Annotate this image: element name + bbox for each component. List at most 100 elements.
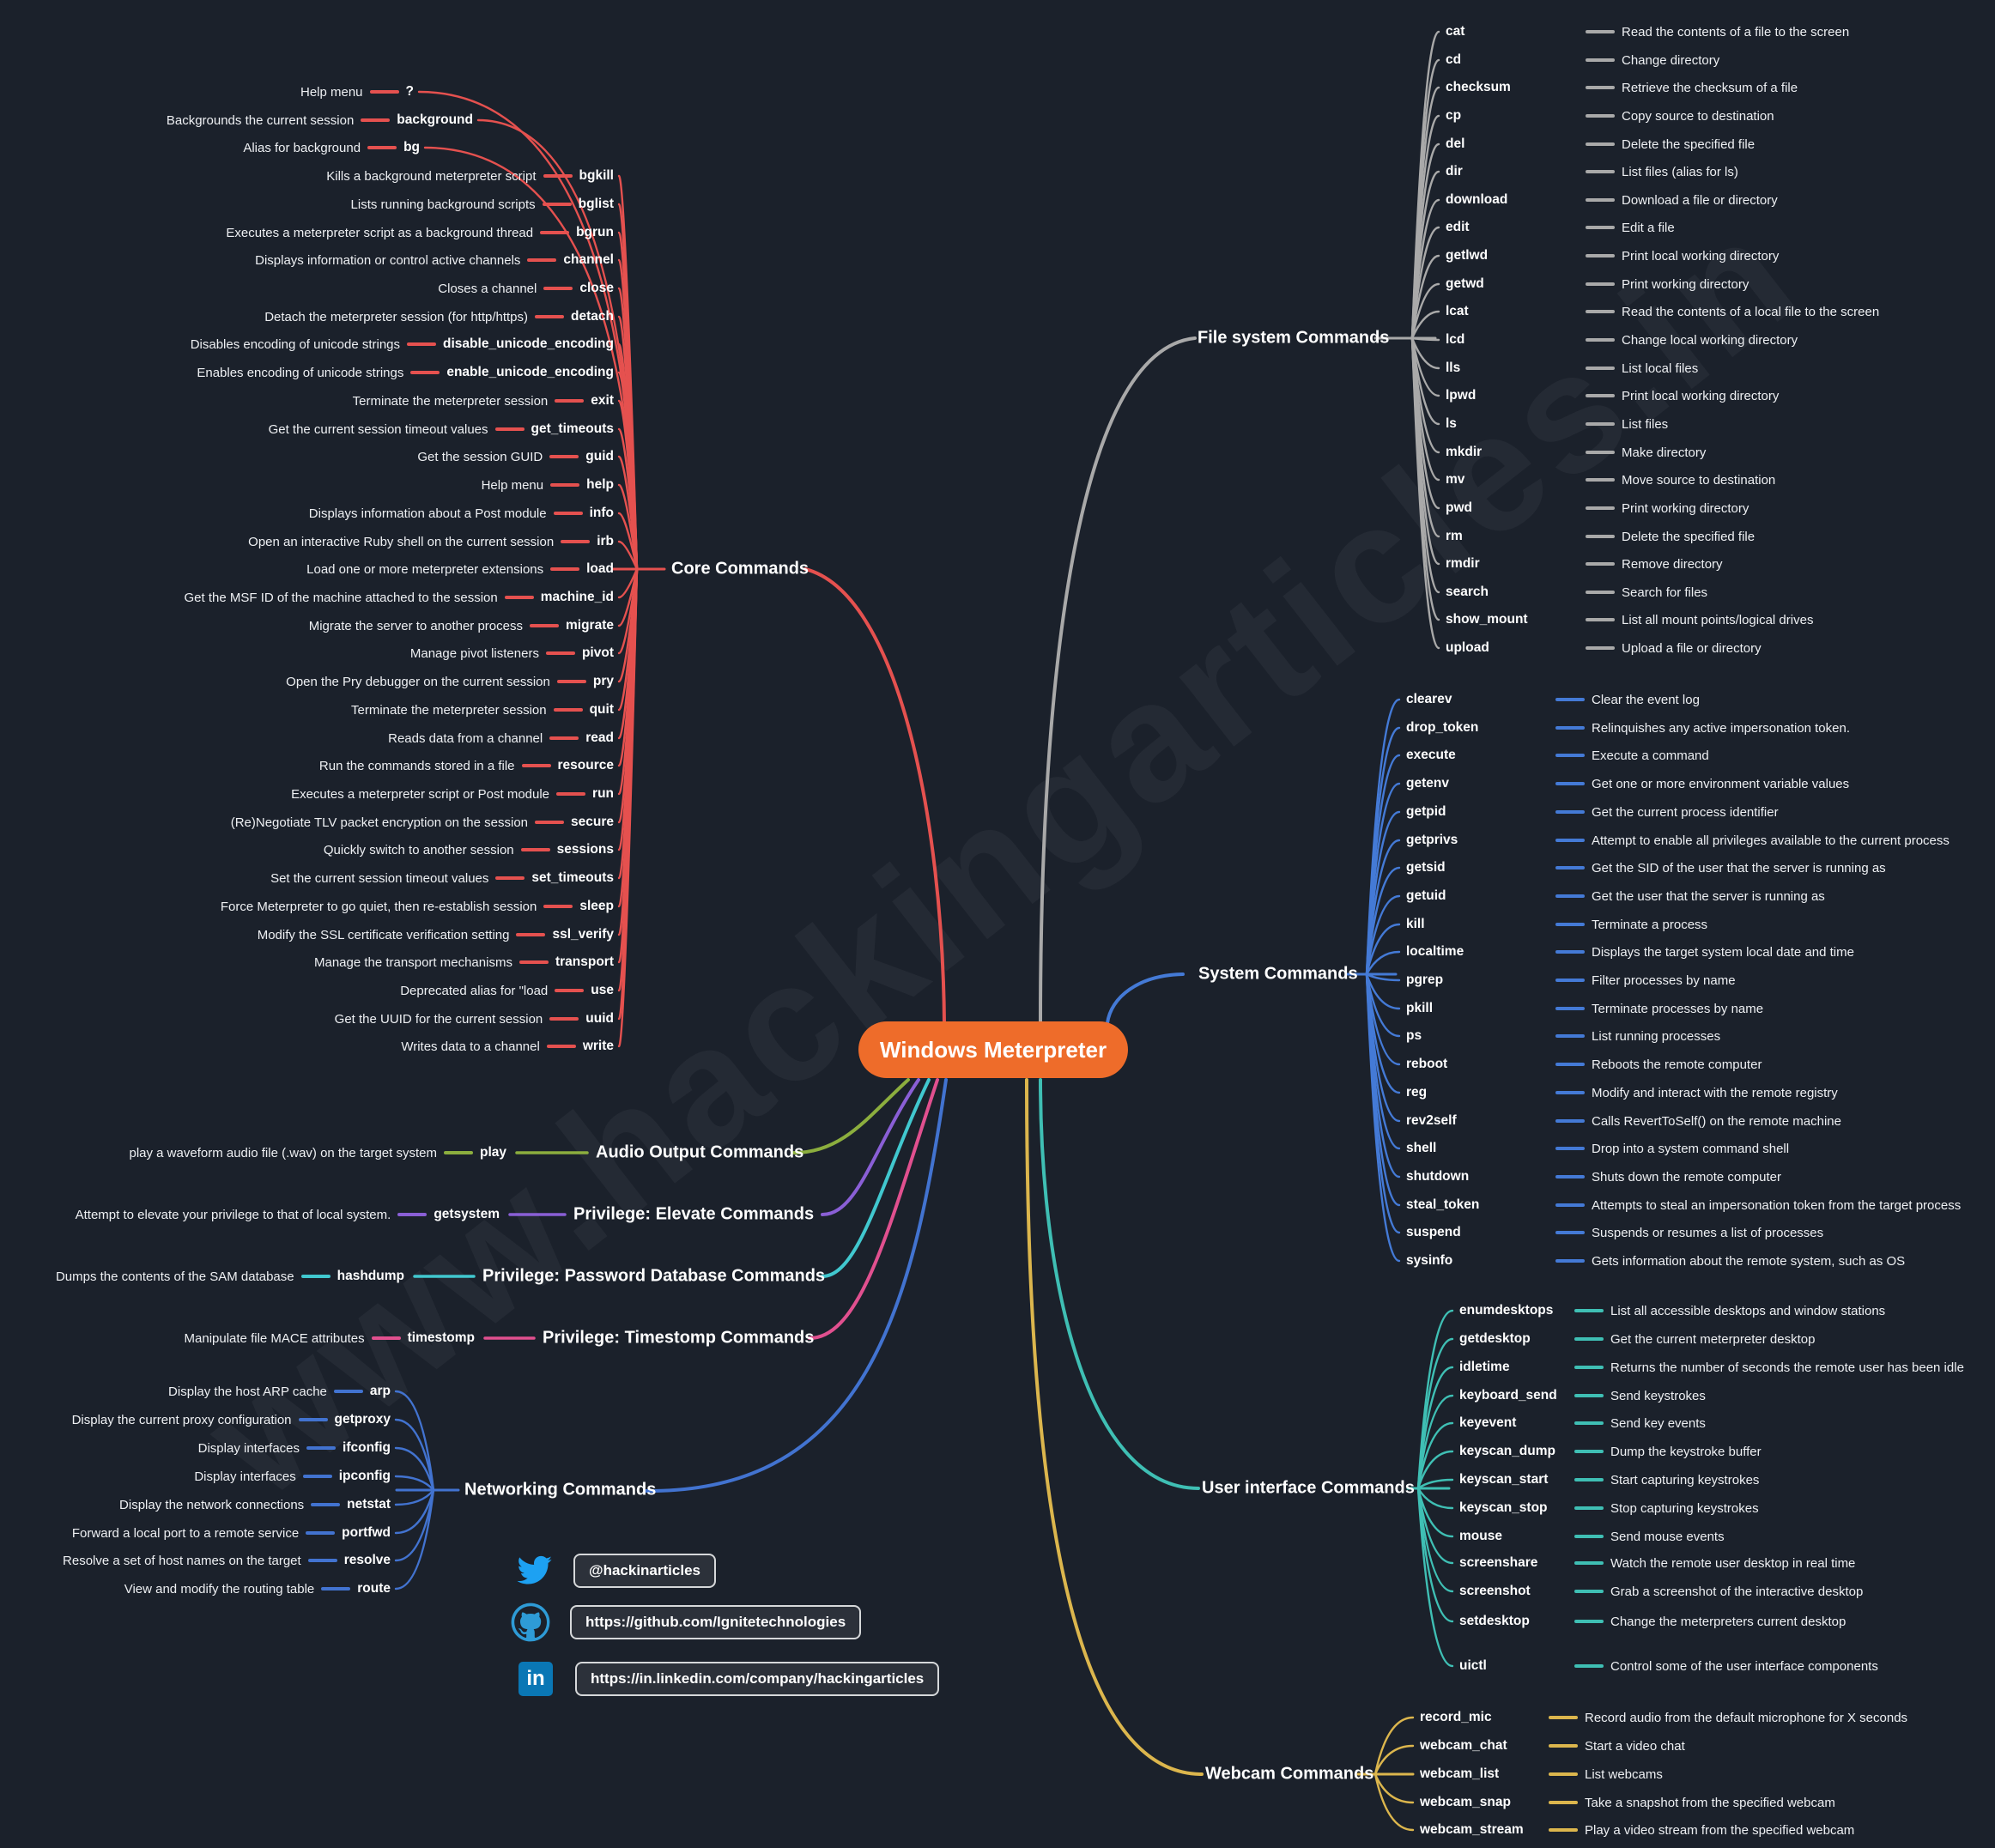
command-name: webcam_stream [1420, 1822, 1524, 1837]
networking-row-resolve: Resolve a set of host names on the targe… [63, 1549, 391, 1572]
connector-dash [306, 1446, 337, 1450]
connector-dash [1586, 646, 1615, 650]
command-description: play a waveform audio file (.wav) on the… [129, 1145, 437, 1160]
command-description: Dumps the contents of the SAM database [55, 1269, 294, 1284]
connector-dash [556, 792, 586, 796]
github-url-button[interactable]: https://github.com/Ignitetechnologies [570, 1605, 862, 1639]
command-description: Open the Pry debugger on the current ses… [286, 674, 550, 689]
branch-curve [1416, 1478, 1454, 1490]
system-row-suspend: suspend Suspends or resumes a list of pro… [1406, 1221, 1823, 1244]
command-name: resource [557, 758, 614, 773]
ui-row-keyscan_dump: keyscan_dump Dump the keystroke buffer [1459, 1440, 1762, 1463]
command-name: rev2self [1406, 1113, 1457, 1128]
command-name: rm [1446, 529, 1463, 543]
core-row-info: Displays information about a Post module… [309, 502, 614, 524]
command-description: Upload a file or directory [1622, 640, 1762, 656]
branch-label-privilege-password-database-commands[interactable]: Privilege: Password Database Commands [482, 1266, 826, 1286]
command-name: checksum [1446, 80, 1511, 94]
webcam-row-webcam_snap: webcam_snap Take a snapshot from the spec… [1420, 1791, 1835, 1814]
branch-curve [394, 1418, 435, 1492]
command-name: kill [1406, 917, 1425, 931]
command-description: Change directory [1622, 52, 1720, 68]
ui-row-uictl: uictl Control some of the user interface … [1459, 1655, 1878, 1677]
command-description: Shuts down the remote computer [1592, 1169, 1781, 1185]
command-name: cp [1446, 108, 1462, 123]
command-description: Read the contents of a local file to the… [1622, 304, 1880, 319]
connector-dash [549, 1017, 579, 1021]
connector-dash [1555, 1007, 1585, 1010]
connector-dash [550, 483, 580, 487]
command-name: del [1446, 136, 1465, 151]
core-row-write: Writes data to a channel write [401, 1035, 614, 1057]
branch-curve [1373, 1716, 1415, 1776]
connector-dash [1555, 1034, 1585, 1038]
connector-dash [535, 821, 565, 824]
branch-curve [821, 1078, 920, 1216]
core-row-enable_unicode_encoding: Enables encoding of unicode strings enabl… [197, 361, 614, 384]
connector-dash [555, 399, 585, 403]
core-row-use: Deprecated alias for "load use [400, 979, 614, 1002]
command-name: getwd [1446, 276, 1484, 291]
branch-curve [1373, 1772, 1415, 1832]
command-description: Relinquishes any active impersonation to… [1592, 720, 1851, 736]
branch-label-privilege-timestomp-commands[interactable]: Privilege: Timestomp Commands [543, 1328, 815, 1348]
core-row-get_timeouts: Get the current session timeout values ge… [269, 418, 614, 440]
core-row-transport: Manage the transport mechanisms transport [314, 951, 614, 973]
command-description: Force Meterpreter to go quiet, then re-e… [220, 899, 537, 914]
branch-label-privilege-elevate-commands[interactable]: Privilege: Elevate Commands [573, 1204, 815, 1224]
command-description: Backgrounds the current session [166, 112, 355, 128]
ui-row-getdesktop: getdesktop Get the current meterpreter de… [1459, 1328, 1815, 1350]
command-description: Play a video stream from the specified w… [1585, 1822, 1855, 1838]
command-description: Read the contents of a file to the scree… [1622, 24, 1850, 39]
central-topic[interactable]: Windows Meterpreter [858, 1021, 1128, 1078]
branch-curve [617, 512, 639, 571]
command-name: enumdesktops [1459, 1303, 1554, 1318]
command-description: List running processes [1592, 1028, 1721, 1044]
connector-dash [561, 540, 591, 543]
command-description: Start capturing keystrokes [1610, 1472, 1760, 1487]
connector-dash [1574, 1421, 1604, 1425]
command-description: Modify the SSL certificate verification … [257, 927, 510, 942]
connector-dash [1555, 698, 1585, 701]
branch-label-networking-commands[interactable]: Networking Commands [464, 1480, 657, 1500]
branch-label-user-interface-commands[interactable]: User interface Commands [1202, 1478, 1415, 1498]
linkedin-url-button[interactable]: https://in.linkedin.com/company/hackinga… [575, 1662, 940, 1696]
command-name: get_timeouts [531, 421, 614, 436]
filesystem-row-ls: ls List files [1446, 413, 1668, 435]
twitter-handle-button[interactable]: @hackinarticles [573, 1554, 716, 1588]
command-description: Control some of the user interface compo… [1610, 1658, 1878, 1674]
connector-dash [545, 651, 575, 655]
ui-row-screenshare: screenshare Watch the remote user desktop… [1459, 1552, 1855, 1574]
command-name: irb [597, 534, 614, 548]
command-name: shutdown [1406, 1169, 1470, 1184]
filesystem-row-cd: cd Change directory [1446, 49, 1719, 71]
branch-label-file-system-commands[interactable]: File system Commands [1198, 328, 1390, 348]
core-row-ssl_verify: Modify the SSL certificate verification … [258, 924, 614, 946]
connector-dash [1586, 394, 1615, 397]
connector-dash [1586, 114, 1615, 118]
connector-dash [1555, 1091, 1585, 1094]
command-name: screenshot [1459, 1584, 1531, 1598]
connector-dash [307, 1559, 337, 1562]
system-row-shutdown: shutdown Shuts down the remote computer [1406, 1166, 1781, 1188]
branch-label-system-commands[interactable]: System Commands [1198, 964, 1358, 984]
command-description: Get the MSF ID of the machine attached t… [184, 590, 498, 605]
command-name: play [479, 1145, 506, 1160]
filesystem-row-rmdir: rmdir Remove directory [1446, 553, 1723, 575]
system-row-reg: reg Modify and interact with the remote r… [1406, 1082, 1838, 1104]
command-description: Get the UUID for the current session [334, 1011, 543, 1027]
branch-label-audio-output-commands[interactable]: Audio Output Commands [596, 1142, 804, 1162]
command-name: ipconfig [338, 1469, 391, 1483]
connector-dash [1586, 478, 1615, 482]
branch-curve [394, 1446, 435, 1492]
connector-dash [540, 231, 570, 234]
networking-row-route: View and modify the routing table route [124, 1578, 391, 1600]
connector-dash [546, 1045, 576, 1048]
branch-label-core-commands[interactable]: Core Commands [671, 559, 810, 579]
command-description: Print local working directory [1622, 388, 1780, 403]
branch-curve [821, 1078, 931, 1278]
branch-label-webcam-commands[interactable]: Webcam Commands [1205, 1764, 1374, 1784]
command-name: quit [589, 702, 614, 717]
command-description: Move source to destination [1622, 472, 1776, 488]
command-name: steal_token [1406, 1197, 1480, 1212]
